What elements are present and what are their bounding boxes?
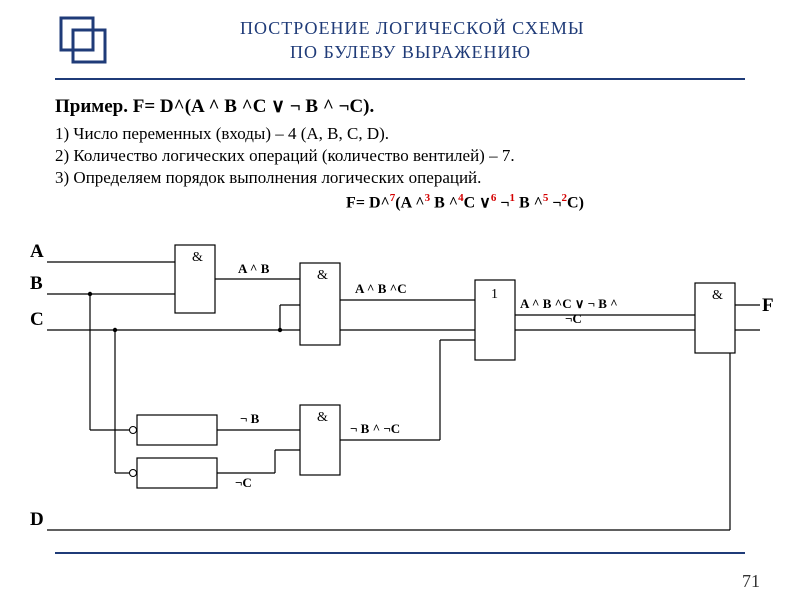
header: ПОСТРОЕНИЕ ЛОГИЧЕСКОЙ СХЕМЫ ПО БУЛЕВУ ВЫ… (0, 0, 800, 90)
body-line-2: 2) Количество логических операций (колич… (55, 146, 755, 166)
input-D: D (30, 509, 44, 530)
svg-text:&: & (192, 250, 203, 265)
label-orout-1: A ^ B ^C ∨ ¬ B ^ (520, 296, 618, 311)
page-number: 71 (742, 571, 760, 592)
body-line-3: 3) Определяем порядок выполнения логичес… (55, 168, 755, 188)
svg-text:&: & (317, 268, 328, 283)
svg-text:&: & (712, 288, 723, 303)
label-notBnotC: ¬ B ^ ¬C (350, 421, 400, 436)
content: Пример. F= D^(A ^ B ^C ∨ ¬ B ^ ¬C). 1) Ч… (55, 95, 755, 212)
gate-not-B (137, 415, 217, 445)
logic-diagram: A B C D & A ^ B & A ^ B ^C ¬ B ¬C & ¬ B … (20, 235, 780, 545)
label-ab: A ^ B (238, 261, 270, 276)
label-notB: ¬ B (240, 411, 260, 426)
input-C: C (30, 309, 44, 330)
logo-icon (55, 12, 111, 73)
divider-top (55, 78, 745, 80)
divider-bottom (55, 552, 745, 554)
input-B: B (30, 273, 43, 294)
label-orout-2: ¬C (565, 311, 582, 326)
svg-text:&: & (317, 410, 328, 425)
title-line-1: ПОСТРОЕНИЕ ЛОГИЧЕСКОЙ СХЕМЫ (240, 18, 585, 39)
label-abc: A ^ B ^C (355, 281, 407, 296)
example-formula: F= D^(A ^ B ^C ∨ ¬ B ^ ¬C). (128, 96, 374, 117)
example-label: Пример. (55, 96, 128, 117)
title-line-2: ПО БУЛЕВУ ВЫРАЖЕНИЮ (290, 42, 531, 63)
ordered-formula: F= D^7(A ^3 B ^4C ∨6 ¬1 B ^5 ¬2C) (175, 192, 755, 212)
output-F: F (762, 295, 774, 316)
label-notC: ¬C (235, 475, 252, 490)
input-A: A (30, 241, 44, 262)
example-line: Пример. F= D^(A ^ B ^C ∨ ¬ B ^ ¬C). (55, 95, 755, 118)
svg-text:1: 1 (491, 287, 498, 302)
body-line-1: 1) Число переменных (входы) – 4 (A, B, C… (55, 124, 755, 144)
gate-not-C (137, 458, 217, 488)
diagram-svg: A B C D & A ^ B & A ^ B ^C ¬ B ¬C & ¬ B … (20, 235, 780, 545)
